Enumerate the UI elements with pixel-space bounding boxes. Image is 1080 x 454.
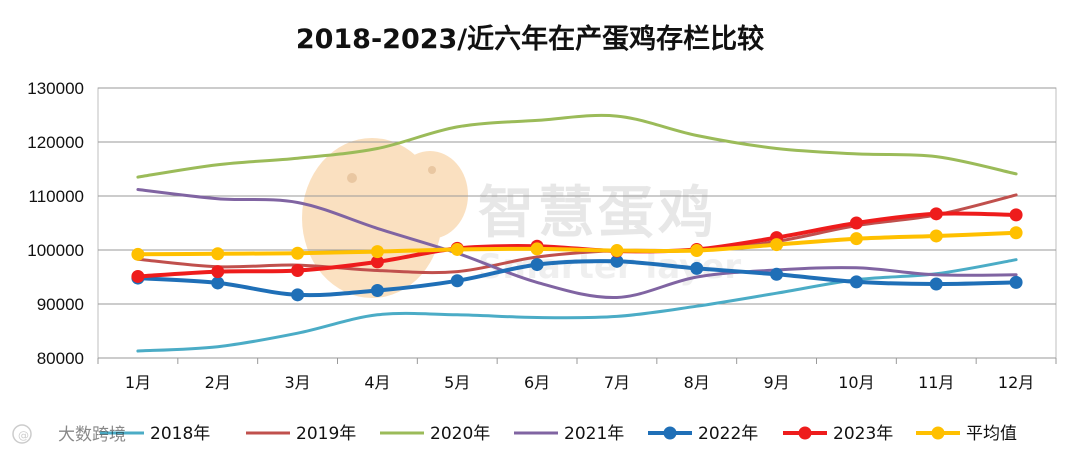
data-point <box>929 229 943 243</box>
data-point <box>211 276 225 290</box>
data-point <box>131 269 145 283</box>
chart-title: 2018-2023/近六年在产蛋鸡存栏比较 <box>296 23 764 55</box>
source-icon <box>12 424 32 444</box>
source-label: 大数跨境 <box>58 425 126 445</box>
data-point <box>370 255 384 269</box>
y-tick-label: 90000 <box>37 295 84 314</box>
x-tick-label: 1月 <box>125 373 151 392</box>
data-point <box>849 232 863 246</box>
x-tick-label: 6月 <box>524 373 550 392</box>
legend-label: 2021年 <box>564 424 624 444</box>
series-4 <box>136 188 1018 300</box>
legend-label: 2023年 <box>833 424 893 444</box>
data-point <box>291 246 305 260</box>
legend-item: 2018年 <box>100 424 210 444</box>
series-layer <box>131 113 1023 353</box>
data-point <box>1009 226 1023 240</box>
series-line <box>136 258 1018 353</box>
series-1 <box>136 258 1018 353</box>
source-watermark: @ 大数跨境 <box>12 424 126 445</box>
data-point <box>291 288 305 302</box>
data-point <box>929 207 943 221</box>
data-point <box>211 247 225 261</box>
data-point <box>131 247 145 261</box>
series-line <box>136 113 1018 179</box>
x-tick-label: 12月 <box>998 373 1034 392</box>
data-point <box>450 242 464 256</box>
data-point <box>450 274 464 288</box>
data-point <box>1009 208 1023 222</box>
data-point <box>370 245 384 259</box>
legend-label: 2022年 <box>698 424 758 444</box>
legend-item: 2021年 <box>514 424 624 444</box>
series-line <box>136 188 1018 300</box>
data-point <box>690 244 704 258</box>
y-tick-label: 110000 <box>29 187 84 206</box>
legend: 2018年 2019年 2020年 2021年 2022年 2023年 平均值 <box>100 424 1017 444</box>
series-3 <box>136 113 1018 179</box>
data-point <box>1009 275 1023 289</box>
legend-swatch-marker <box>798 426 812 440</box>
data-point <box>370 284 384 297</box>
x-tick-label: 9月 <box>763 373 789 392</box>
legend-label: 2020年 <box>430 424 490 444</box>
watermark-brand-cn: 智慧蛋鸡 <box>478 181 718 246</box>
x-tick-label: 3月 <box>284 373 310 392</box>
data-point <box>849 275 863 289</box>
legend-item: 平均值 <box>916 424 1017 444</box>
y-tick-label: 80000 <box>37 349 84 368</box>
x-tick-label: 5月 <box>444 373 470 392</box>
data-point <box>211 265 225 279</box>
legend-item: 2023年 <box>783 424 893 444</box>
data-point <box>849 216 863 230</box>
data-point <box>690 261 704 275</box>
x-tick-label: 8月 <box>684 373 710 392</box>
data-point <box>770 238 784 252</box>
legend-item: 2020年 <box>380 424 490 444</box>
legend-item: 2022年 <box>648 424 758 444</box>
x-tick-label: 7月 <box>604 373 630 392</box>
series-7 <box>131 226 1023 261</box>
legend-label: 平均值 <box>966 424 1017 444</box>
svg-text:@: @ <box>18 429 29 442</box>
data-point <box>530 242 544 256</box>
y-tick-label: 100000 <box>27 241 84 260</box>
x-tick-label: 10月 <box>838 373 874 392</box>
legend-swatch-marker <box>663 426 677 440</box>
data-point <box>929 277 943 291</box>
legend-label: 2019年 <box>296 424 356 444</box>
y-tick-label: 120000 <box>27 133 84 152</box>
x-tick-label: 4月 <box>364 373 390 392</box>
x-tick-label: 2月 <box>205 373 231 392</box>
data-point <box>530 258 544 272</box>
data-point <box>291 264 305 278</box>
data-point <box>610 254 624 268</box>
legend-swatch-marker <box>931 426 945 440</box>
axis-layer: 130000 120000 110000 100000 90000 80000 1月 2月 3月… <box>27 79 1057 392</box>
y-tick-label: 130000 <box>27 79 84 98</box>
legend-item: 2019年 <box>246 424 356 444</box>
data-point <box>610 244 624 258</box>
series-line <box>135 230 1019 257</box>
data-point <box>770 267 784 281</box>
legend-label: 2018年 <box>150 424 210 444</box>
x-tick-label: 11月 <box>918 373 954 392</box>
